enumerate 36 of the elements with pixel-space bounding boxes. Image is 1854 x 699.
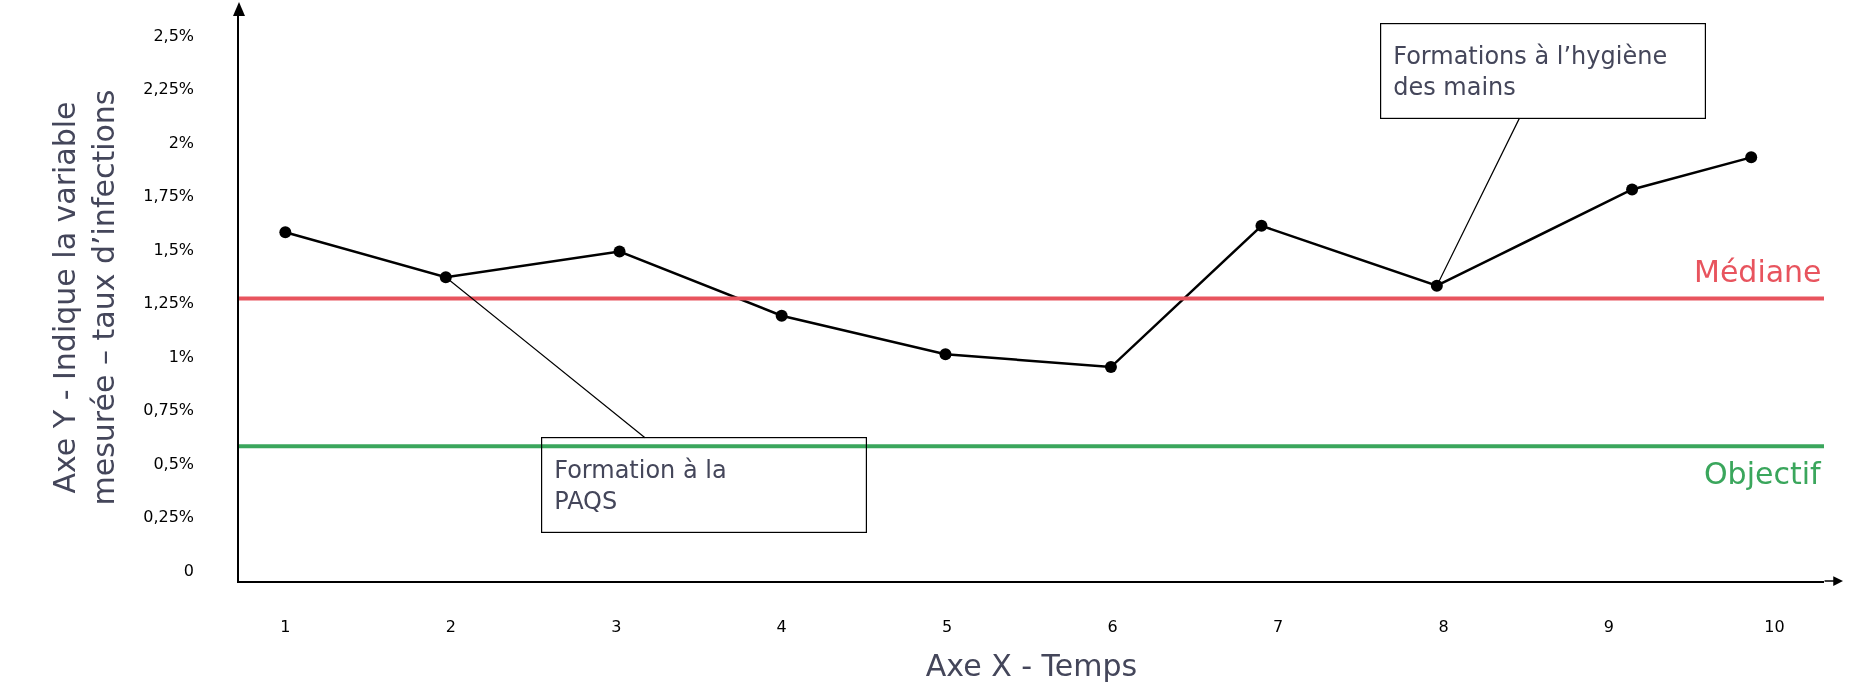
y-tick-label: 0: [183, 560, 195, 580]
x-axis-title: Axe X - Temps: [925, 647, 1138, 683]
point: [439, 271, 452, 284]
ref-line-label: Objectif: [1704, 456, 1823, 491]
point: [279, 226, 292, 239]
y-tick-label: 1,75%: [143, 186, 195, 206]
y-axis-title: Axe Y - Indique la variable mesurée – taux d’infections: [46, 89, 121, 506]
point: [613, 245, 626, 258]
x-tick-label: 5: [942, 616, 953, 636]
x-tick-label: 7: [1272, 616, 1284, 636]
y-tick-label: 2,25%: [143, 79, 195, 99]
y-tick-label: 2%: [168, 132, 195, 152]
point: [775, 309, 788, 322]
point: [1255, 219, 1268, 232]
y-tick-label: 0,25%: [143, 507, 195, 527]
y-tick-label: 2,5%: [153, 26, 195, 45]
x-tick-label: 10: [1764, 616, 1785, 636]
point: [1626, 183, 1639, 196]
x-tick-label: 1: [280, 616, 291, 636]
x-tick-label: 6: [1107, 616, 1118, 636]
point: [1104, 361, 1117, 374]
y-tick-label: 0,75%: [143, 400, 195, 420]
y-tick-label: 1,25%: [143, 293, 195, 313]
x-tick-label: 3: [611, 616, 622, 636]
ref-line-label: Médiane: [1694, 254, 1822, 289]
y-tick-label: 1%: [168, 346, 195, 366]
x-tick-label: 9: [1603, 616, 1615, 636]
annotation: Formation à la PAQS: [554, 455, 727, 515]
x-tick-label: 2: [445, 616, 456, 636]
point: [939, 348, 952, 361]
point: [1745, 151, 1758, 164]
annotation: Formations à l’hygiène des mains: [1393, 41, 1668, 101]
y-tick-label: 1,5%: [153, 239, 195, 259]
x-tick-label: 8: [1438, 616, 1449, 636]
x-tick-label: 4: [776, 616, 787, 636]
y-tick-label: 0,5%: [153, 453, 195, 473]
